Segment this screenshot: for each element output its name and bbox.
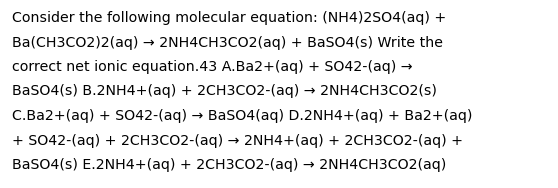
Text: C.Ba2+(aq) + SO42-(aq) → BaSO4(aq) D.2NH4+(aq) + Ba2+(aq): C.Ba2+(aq) + SO42-(aq) → BaSO4(aq) D.2NH… <box>12 109 473 123</box>
Text: + SO42-(aq) + 2CH3CO2-(aq) → 2NH4+(aq) + 2CH3CO2-(aq) +: + SO42-(aq) + 2CH3CO2-(aq) → 2NH4+(aq) +… <box>12 133 463 148</box>
Text: Ba(CH3CO2)2(aq) → 2NH4CH3CO2(aq) + BaSO4(s) Write the: Ba(CH3CO2)2(aq) → 2NH4CH3CO2(aq) + BaSO4… <box>12 36 443 49</box>
Text: BaSO4(s) B.2NH4+(aq) + 2CH3CO2-(aq) → 2NH4CH3CO2(s): BaSO4(s) B.2NH4+(aq) + 2CH3CO2-(aq) → 2N… <box>12 84 437 99</box>
Text: correct net ionic equation.43 A.Ba2+(aq) + SO42-(aq) →: correct net ionic equation.43 A.Ba2+(aq)… <box>12 60 412 74</box>
Text: Consider the following molecular equation: (NH4)2SO4(aq) +: Consider the following molecular equatio… <box>12 11 446 25</box>
Text: BaSO4(s) E.2NH4+(aq) + 2CH3CO2-(aq) → 2NH4CH3CO2(aq): BaSO4(s) E.2NH4+(aq) + 2CH3CO2-(aq) → 2N… <box>12 158 446 172</box>
